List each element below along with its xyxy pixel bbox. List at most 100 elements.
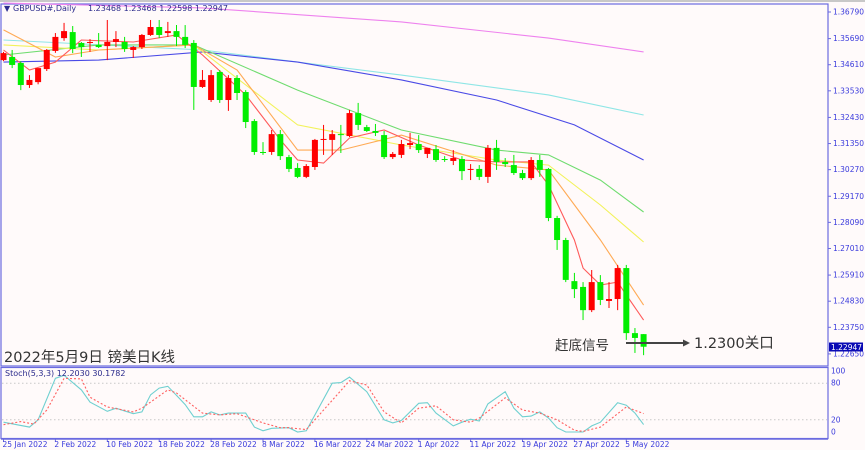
candle-body	[311, 139, 318, 167]
candle-body	[17, 63, 24, 86]
candle-body	[554, 218, 561, 241]
candle-body	[502, 161, 509, 165]
candle	[61, 22, 68, 41]
candle	[69, 26, 76, 54]
candle-body	[424, 147, 431, 154]
candle	[95, 33, 102, 49]
price-tick-label: 1.33530	[833, 86, 864, 95]
candle	[52, 33, 59, 53]
candle-body	[277, 134, 284, 157]
candle	[173, 25, 180, 47]
moving-average-line	[3, 39, 644, 116]
candle	[182, 25, 189, 49]
candle-body	[493, 147, 500, 162]
candle	[17, 61, 24, 91]
candle-body	[640, 334, 647, 347]
candle-body	[26, 79, 33, 86]
candle	[458, 156, 465, 181]
main-panel-frame	[0, 3, 829, 367]
candle-body	[346, 113, 353, 137]
candle-body	[260, 152, 266, 154]
date-tick-label: 24 Mar 2022	[366, 440, 414, 449]
candle-body	[597, 282, 604, 300]
candle-body	[484, 147, 491, 177]
candle	[398, 139, 405, 159]
candle	[381, 130, 388, 160]
arrow-head-icon	[683, 339, 690, 347]
candle-body	[95, 44, 102, 48]
date-tick-label: 27 Apr 2022	[573, 440, 620, 449]
candle-body	[458, 159, 465, 172]
date-tick-label: 19 Apr 2022	[522, 440, 569, 449]
candle-body	[173, 31, 180, 37]
price-tick-label: 1.24830	[833, 297, 864, 306]
current-price-badge	[829, 342, 863, 352]
candle	[631, 328, 638, 353]
candle	[285, 154, 292, 173]
candle	[9, 49, 16, 69]
stoch-title: Stoch(5,3,3) 12.2030 30.1782	[5, 369, 125, 378]
candle-body	[329, 134, 336, 140]
moving-average-line	[3, 29, 645, 306]
candle-body	[562, 240, 569, 280]
candle	[43, 48, 50, 71]
candle-body	[199, 79, 206, 87]
price-tick-label: 1.22650	[833, 349, 864, 358]
price-tick-label: 1.30270	[833, 165, 864, 174]
candle-body	[510, 165, 517, 174]
candle	[510, 154, 517, 175]
candle-body	[208, 75, 215, 101]
candle	[476, 165, 483, 181]
stoch-tick-label: 0	[831, 428, 836, 437]
candle	[225, 75, 232, 111]
date-tick-label: 10 Feb 2022	[106, 440, 153, 449]
stoch-tick-label: 100	[831, 367, 846, 376]
candle-body	[147, 26, 154, 35]
candle-body	[35, 68, 42, 83]
candle-body	[519, 173, 526, 179]
candle-body	[467, 168, 474, 170]
price-tick-label: 1.34610	[833, 60, 864, 69]
candle-body	[225, 78, 232, 101]
candle-body	[320, 138, 327, 140]
candle-body	[156, 26, 163, 35]
candle	[355, 102, 362, 130]
candle-body	[606, 299, 612, 301]
stoch-signal-line	[3, 377, 644, 432]
candle	[320, 124, 327, 155]
candle-body	[536, 159, 543, 170]
candle	[502, 158, 509, 167]
candle-body	[476, 168, 483, 177]
date-tick-label: 11 Apr 2022	[470, 440, 517, 449]
ohlc-readout: 1.23468 1.23468 1.22598 1.22947	[88, 4, 228, 13]
candle-body	[61, 31, 68, 39]
candle	[484, 144, 491, 183]
candle-body	[441, 159, 448, 161]
date-tick-label: 18 Feb 2022	[158, 440, 205, 449]
candle	[268, 129, 275, 155]
candle	[545, 167, 552, 222]
price-axis: 1.36790 1.35690 1.34610 1.33530 1.32430 1.313…	[828, 8, 864, 358]
candle-body	[121, 41, 128, 49]
candle	[147, 19, 154, 36]
current-price-label: 1.22947	[831, 343, 862, 352]
candle	[407, 132, 414, 150]
triangle-down-icon[interactable]: ▼	[4, 4, 11, 13]
candle-body	[623, 268, 630, 334]
stoch-tick-label: 20	[831, 415, 841, 424]
symbol-label: GBPUSD#,Daily	[13, 4, 76, 13]
candle	[311, 138, 318, 170]
price-tick-label: 1.27010	[833, 244, 864, 253]
candle-body	[216, 71, 223, 101]
candle-body	[268, 134, 275, 153]
candle-body	[104, 41, 111, 47]
candle	[87, 39, 93, 52]
candle-body	[138, 34, 145, 48]
candle-body	[407, 143, 414, 145]
candle-body	[234, 78, 241, 94]
candle	[562, 237, 569, 283]
candle	[277, 129, 284, 160]
candle-body	[631, 333, 638, 338]
